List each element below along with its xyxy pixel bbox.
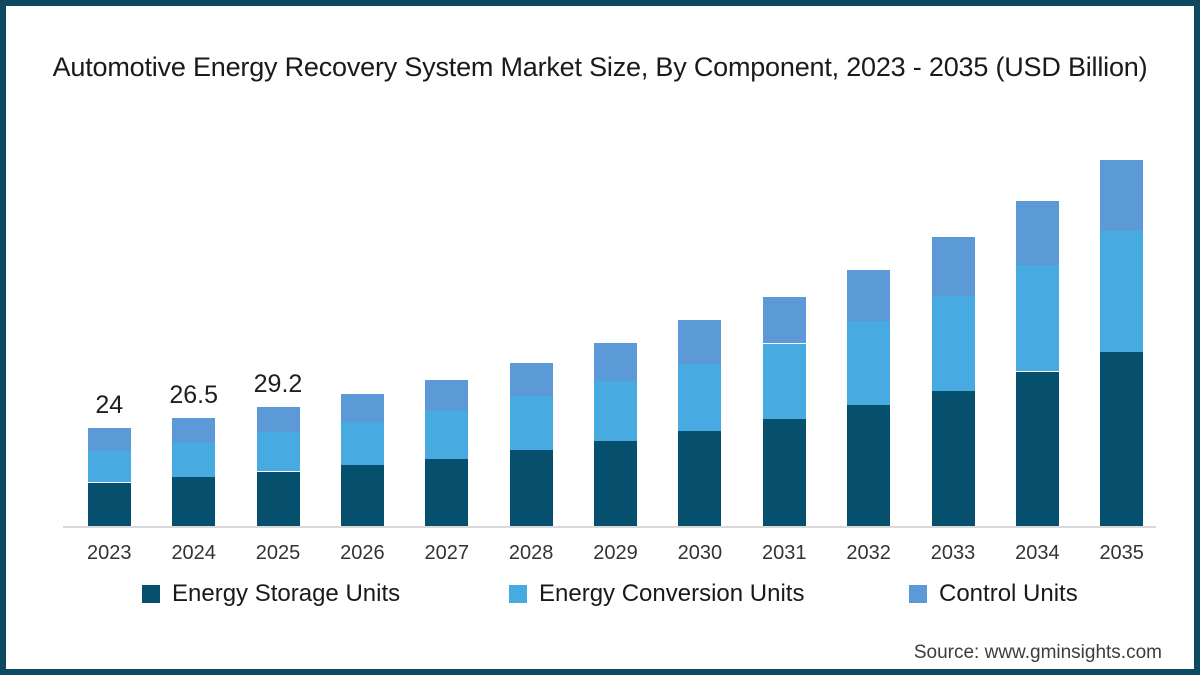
bar-total-label-2024: 26.5 xyxy=(169,381,219,410)
bar-segment-energy-conversion-units-2033 xyxy=(931,295,975,391)
bar-segment-energy-storage-units-2030 xyxy=(678,430,722,526)
bar-segment-control-units-2033 xyxy=(931,237,975,296)
bar-segment-energy-conversion-units-2030 xyxy=(678,363,722,431)
legend-item-control-units: Control Units xyxy=(909,580,1078,608)
bar-segment-energy-storage-units-2025 xyxy=(256,471,300,526)
x-axis-label-2033: 2033 xyxy=(930,542,976,564)
bar-segment-energy-conversion-units-2031 xyxy=(762,343,806,420)
bar-segment-energy-storage-units-2029 xyxy=(594,441,637,526)
bar-segment-control-units-2024 xyxy=(172,418,216,443)
x-axis-label-2030: 2030 xyxy=(677,542,723,564)
bar-segment-control-units-2035 xyxy=(1100,160,1144,232)
bar-segment-energy-storage-units-2032 xyxy=(847,405,891,526)
bar-segment-energy-storage-units-2026 xyxy=(340,465,384,526)
bar-segment-control-units-2032 xyxy=(847,269,891,322)
bar-segment-energy-conversion-units-2023 xyxy=(87,450,131,483)
bar-segment-control-units-2029 xyxy=(594,342,637,382)
x-axis-label-2035: 2035 xyxy=(1099,542,1144,564)
legend: Energy Storage Units Energy Conversion U… xyxy=(6,580,1200,610)
legend-label-control-units: Control Units xyxy=(939,580,1078,607)
bar-segment-energy-conversion-units-2032 xyxy=(847,321,891,406)
bar-segment-energy-conversion-units-2029 xyxy=(594,381,637,442)
x-axis-label-2029: 2029 xyxy=(593,542,638,564)
bar-segment-energy-storage-units-2034 xyxy=(1015,371,1059,526)
x-axis-label-2028: 2028 xyxy=(508,542,554,564)
bar-total-label-2023: 24 xyxy=(95,391,124,420)
bar-segment-energy-storage-units-2031 xyxy=(762,419,806,526)
bar-segment-energy-storage-units-2035 xyxy=(1100,352,1144,526)
x-axis-label-2024: 2024 xyxy=(171,542,216,564)
plot-area: 24 2023 26.5 2024 29.2 2025 2026 2027 2028 2029 20… xyxy=(6,6,1200,681)
x-axis-label-2031: 2031 xyxy=(762,542,807,564)
chart-title: Automotive Energy Recovery System Market… xyxy=(52,52,1148,82)
bar-segment-control-units-2026 xyxy=(340,393,384,422)
x-axis-line xyxy=(63,526,1156,528)
bar-segment-energy-conversion-units-2025 xyxy=(256,432,300,472)
legend-swatch-energy-conversion-units-icon xyxy=(509,585,527,603)
bar-segment-energy-conversion-units-2027 xyxy=(425,410,469,459)
bar-segment-energy-storage-units-2024 xyxy=(172,477,216,526)
legend-item-energy-conversion-units: Energy Conversion Units xyxy=(509,580,804,608)
x-axis-label-2034: 2034 xyxy=(1015,542,1060,564)
x-axis-label-2023: 2023 xyxy=(87,542,132,564)
bar-segment-energy-conversion-units-2028 xyxy=(509,396,553,451)
legend-item-energy-storage-units: Energy Storage Units xyxy=(142,580,400,608)
legend-swatch-control-units-icon xyxy=(909,585,927,603)
bar-segment-energy-conversion-units-2026 xyxy=(340,421,384,466)
x-axis-label-2026: 2026 xyxy=(340,542,385,564)
bar-total-label-2025: 29.2 xyxy=(253,370,303,399)
source-attribution: Source: www.gminsights.com xyxy=(913,642,1162,663)
bar-segment-energy-conversion-units-2034 xyxy=(1015,265,1059,372)
bar-segment-control-units-2025 xyxy=(256,407,300,433)
bar-segment-control-units-2034 xyxy=(1015,200,1059,266)
x-axis-label-2025: 2025 xyxy=(255,542,301,564)
legend-label-energy-conversion-units: Energy Conversion Units xyxy=(539,580,805,607)
bar-segment-energy-storage-units-2028 xyxy=(509,450,553,526)
bar-segment-control-units-2028 xyxy=(509,363,553,397)
bar-segment-control-units-2031 xyxy=(762,296,806,344)
bar-segment-energy-conversion-units-2024 xyxy=(172,442,216,478)
x-axis-label-2032: 2032 xyxy=(846,542,891,564)
legend-swatch-energy-storage-units-icon xyxy=(142,585,160,603)
bar-segment-energy-conversion-units-2035 xyxy=(1100,231,1144,352)
bar-segment-energy-storage-units-2033 xyxy=(931,390,975,526)
bar-segment-energy-storage-units-2027 xyxy=(425,458,469,526)
bar-segment-control-units-2023 xyxy=(87,428,131,451)
legend-label-energy-storage-units: Energy Storage Units xyxy=(172,580,401,607)
bar-segment-control-units-2030 xyxy=(678,320,722,364)
x-axis-label-2027: 2027 xyxy=(424,542,470,564)
bar-segment-control-units-2027 xyxy=(425,379,469,411)
bar-segment-energy-storage-units-2023 xyxy=(87,482,131,526)
